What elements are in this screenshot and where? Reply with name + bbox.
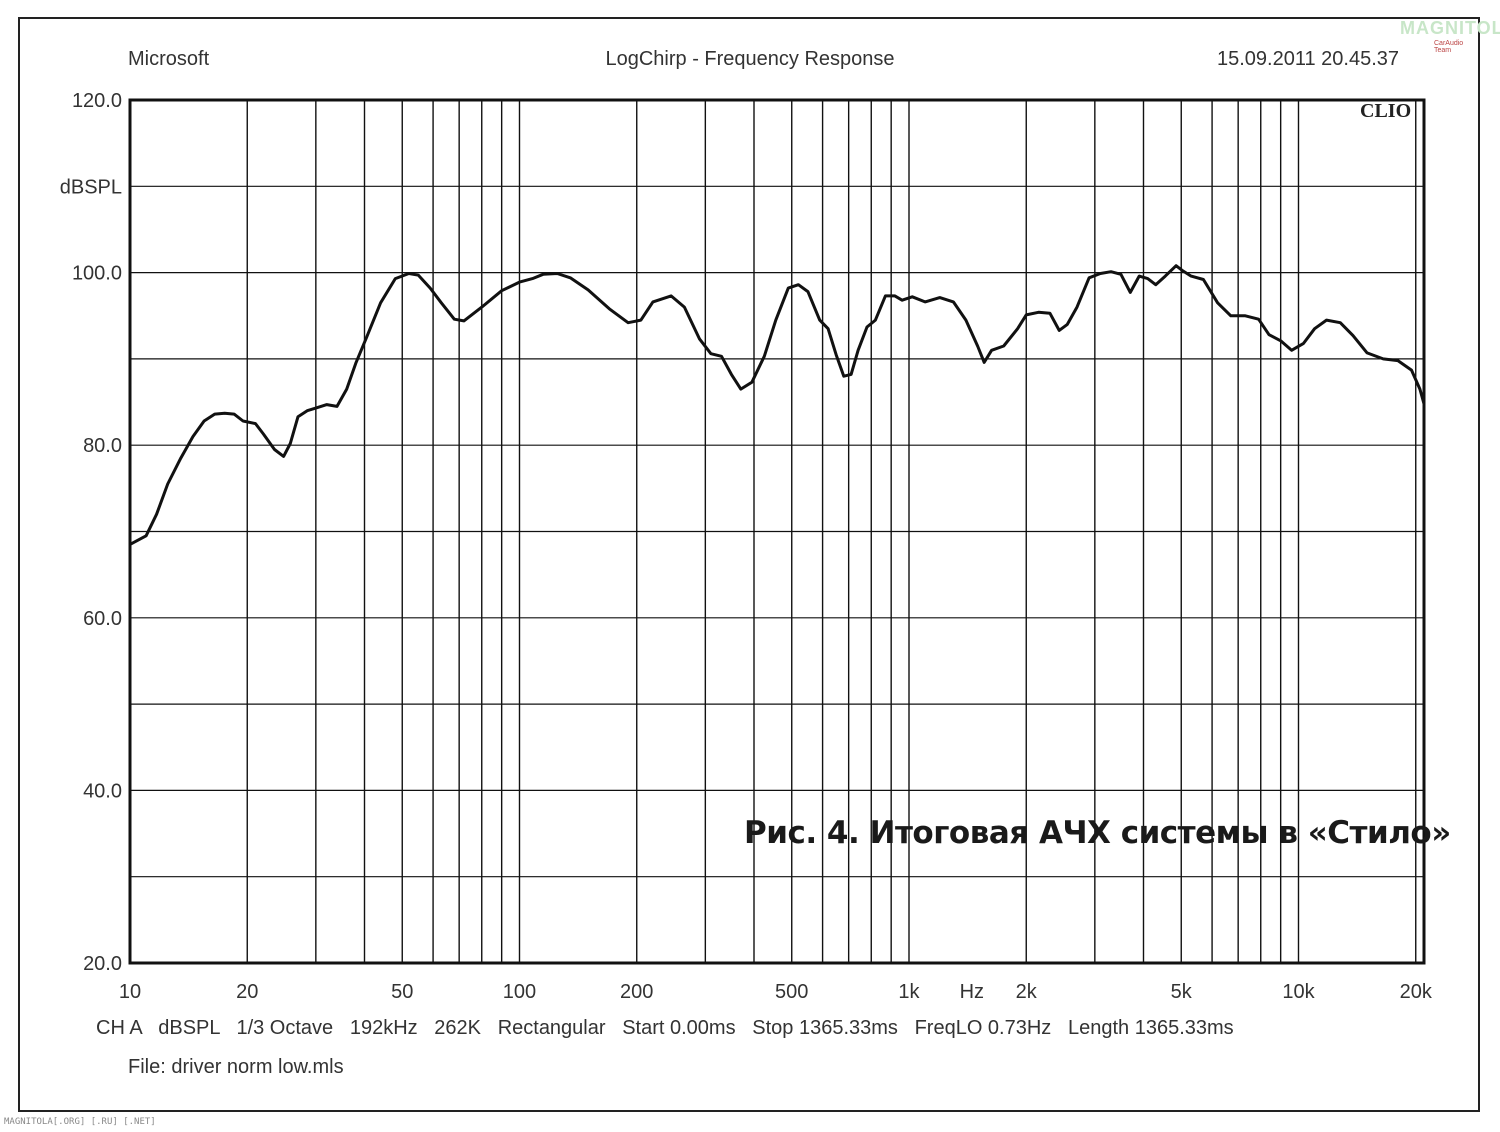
y-tick-label: dBSPL	[60, 176, 122, 198]
measurement-file: File: driver norm low.mls	[128, 1056, 344, 1078]
x-tick-label: 200	[620, 981, 653, 1003]
logo-sub-text: CarAudio Team	[1434, 40, 1464, 54]
x-tick-label: 20	[236, 981, 258, 1003]
x-tick-label: Hz	[960, 981, 984, 1003]
y-tick-label: 100.0	[72, 263, 122, 285]
watermark: MAGNITOLA[.ORG] [.RU] [.NET]	[4, 1117, 156, 1127]
measurement-settings: CH A dBSPL 1/3 Octave 192kHz 262K Rectan…	[96, 1017, 1234, 1039]
x-tick-labels: 10 20 50 100 200 500 1k Hz 2k 5k 10k 20k	[119, 981, 1433, 1003]
x-tick-label: 500	[775, 981, 808, 1003]
y-tick-label: 120.0	[72, 90, 122, 112]
y-tick-label: 60.0	[83, 608, 122, 630]
x-tick-label: 2k	[1016, 981, 1038, 1003]
x-tick-label: 20k	[1400, 981, 1433, 1003]
plot-border	[128, 98, 1426, 965]
clio-brand-mark: CLIO	[1360, 100, 1412, 122]
figure-caption: Рис. 4. Итоговая АЧХ системы в «Стило»	[744, 815, 1451, 851]
chart-title: LogChirp - Frequency Response	[605, 48, 895, 70]
x-tick-label: 100	[503, 981, 536, 1003]
x-tick-label: 10k	[1282, 981, 1315, 1003]
y-tick-label: 20.0	[83, 953, 122, 975]
y-tick-labels: 120.0 dBSPL 100.0 80.0 60.0 40.0 20.0	[60, 90, 122, 975]
header-left-label: Microsoft	[128, 48, 210, 70]
series-line	[129, 264, 1426, 546]
x-tick-label: 10	[119, 981, 141, 1003]
grid-layer	[129, 99, 1424, 964]
y-tick-label: 80.0	[83, 435, 122, 457]
x-tick-label: 1k	[898, 981, 920, 1003]
y-tick-label: 40.0	[83, 780, 122, 802]
figure-frame	[18, 17, 1480, 1112]
x-tick-label: 50	[391, 981, 413, 1003]
logo-main-text: MAGNITOL	[1400, 18, 1500, 38]
x-tick-label: 5k	[1171, 981, 1193, 1003]
header-timestamp: 15.09.2011 20.45.37	[1217, 48, 1400, 70]
magnitola-logo: MAGNITOL CarAudio Team	[1400, 18, 1500, 54]
